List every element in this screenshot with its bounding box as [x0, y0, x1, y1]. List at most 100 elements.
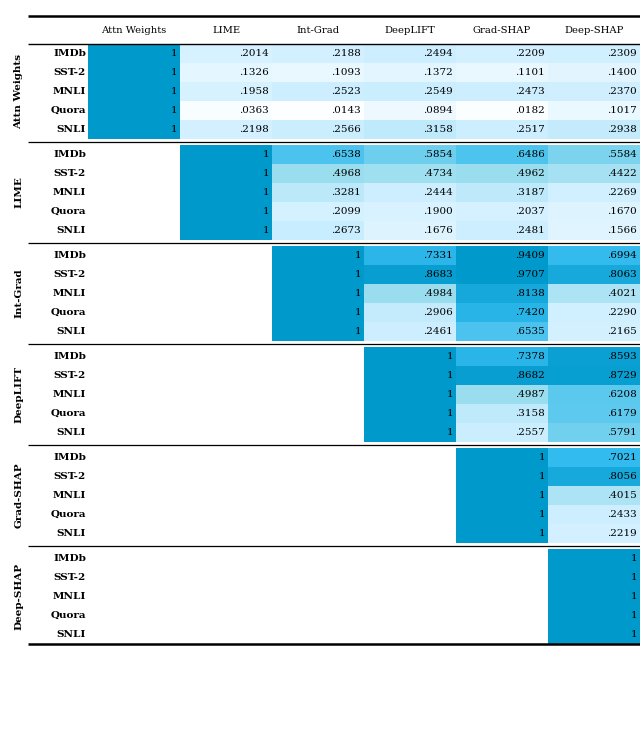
Bar: [548, 467, 640, 486]
Text: .8593: .8593: [607, 352, 637, 361]
Text: 1: 1: [446, 428, 453, 437]
Bar: [456, 101, 548, 120]
Text: 1: 1: [262, 226, 269, 235]
Text: .1326: .1326: [239, 68, 269, 77]
Text: .2309: .2309: [607, 49, 637, 58]
Text: LIME: LIME: [15, 177, 24, 209]
Text: .2014: .2014: [239, 49, 269, 58]
Bar: [548, 82, 640, 101]
Text: .1017: .1017: [607, 106, 637, 115]
Text: .5584: .5584: [607, 150, 637, 159]
Bar: [272, 202, 364, 221]
Bar: [272, 164, 364, 183]
Bar: [456, 385, 548, 404]
Text: 1: 1: [538, 491, 545, 500]
Text: .5791: .5791: [607, 428, 637, 437]
Text: .8056: .8056: [607, 472, 637, 481]
Text: .1900: .1900: [423, 207, 453, 216]
Text: SNLI: SNLI: [56, 226, 86, 235]
Bar: [456, 120, 548, 139]
Text: .2906: .2906: [423, 308, 453, 317]
Bar: [364, 120, 456, 139]
Text: .1101: .1101: [515, 68, 545, 77]
Bar: [272, 44, 364, 63]
Text: .2165: .2165: [607, 327, 637, 336]
Text: .2549: .2549: [423, 87, 453, 96]
Bar: [548, 625, 640, 644]
Bar: [456, 448, 548, 467]
Bar: [548, 145, 640, 164]
Text: .9409: .9409: [515, 251, 545, 260]
Text: 1: 1: [355, 251, 361, 260]
Text: 1: 1: [262, 207, 269, 216]
Bar: [548, 385, 640, 404]
Bar: [456, 347, 548, 366]
Bar: [180, 164, 272, 183]
Bar: [88, 82, 180, 101]
Text: Attn Weights: Attn Weights: [101, 25, 166, 34]
Bar: [180, 101, 272, 120]
Text: 1: 1: [170, 68, 177, 77]
Bar: [456, 505, 548, 524]
Text: .2517: .2517: [515, 125, 545, 134]
Text: .1372: .1372: [423, 68, 453, 77]
Bar: [180, 221, 272, 240]
Text: DeepLIFT: DeepLIFT: [15, 366, 24, 423]
Text: .2494: .2494: [423, 49, 453, 58]
Bar: [364, 82, 456, 101]
Text: SST-2: SST-2: [54, 270, 86, 279]
Text: .1958: .1958: [239, 87, 269, 96]
Text: .0894: .0894: [423, 106, 453, 115]
Bar: [456, 202, 548, 221]
Bar: [456, 366, 548, 385]
Bar: [272, 183, 364, 202]
Text: .3158: .3158: [515, 409, 545, 418]
Text: .8063: .8063: [607, 270, 637, 279]
Text: .6994: .6994: [607, 251, 637, 260]
Bar: [548, 246, 640, 265]
Text: 1: 1: [446, 352, 453, 361]
Text: Deep-SHAP: Deep-SHAP: [564, 25, 624, 34]
Bar: [364, 366, 456, 385]
Text: 1: 1: [630, 554, 637, 563]
Text: Quora: Quora: [51, 207, 86, 216]
Text: .2219: .2219: [607, 529, 637, 538]
Text: .1566: .1566: [607, 226, 637, 235]
Text: .6179: .6179: [607, 409, 637, 418]
Bar: [456, 183, 548, 202]
Bar: [364, 63, 456, 82]
Text: MNLI: MNLI: [52, 87, 86, 96]
Bar: [548, 183, 640, 202]
Text: IMDb: IMDb: [53, 453, 86, 462]
Text: .2198: .2198: [239, 125, 269, 134]
Text: .4021: .4021: [607, 289, 637, 298]
Bar: [456, 221, 548, 240]
Bar: [364, 423, 456, 442]
Text: .4968: .4968: [332, 169, 361, 178]
Bar: [548, 284, 640, 303]
Bar: [180, 120, 272, 139]
Text: .0363: .0363: [239, 106, 269, 115]
Text: .2673: .2673: [332, 226, 361, 235]
Text: IMDb: IMDb: [53, 554, 86, 563]
Text: MNLI: MNLI: [52, 188, 86, 197]
Text: .2523: .2523: [332, 87, 361, 96]
Text: .2461: .2461: [423, 327, 453, 336]
Text: 1: 1: [446, 390, 453, 399]
Bar: [548, 404, 640, 423]
Bar: [180, 63, 272, 82]
Bar: [88, 44, 180, 63]
Bar: [456, 467, 548, 486]
Text: 1: 1: [355, 289, 361, 298]
Bar: [272, 101, 364, 120]
Bar: [364, 145, 456, 164]
Text: .1670: .1670: [607, 207, 637, 216]
Bar: [548, 524, 640, 543]
Text: 1: 1: [630, 611, 637, 620]
Text: .4422: .4422: [607, 169, 637, 178]
Text: SST-2: SST-2: [54, 371, 86, 380]
Bar: [272, 303, 364, 322]
Text: .1676: .1676: [423, 226, 453, 235]
Text: 1: 1: [630, 573, 637, 582]
Text: 1: 1: [446, 409, 453, 418]
